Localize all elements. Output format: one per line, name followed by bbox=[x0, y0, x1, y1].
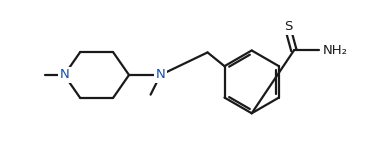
Text: N: N bbox=[59, 69, 69, 81]
Text: N: N bbox=[156, 69, 165, 81]
Text: NH₂: NH₂ bbox=[322, 44, 347, 57]
Text: S: S bbox=[284, 20, 292, 33]
